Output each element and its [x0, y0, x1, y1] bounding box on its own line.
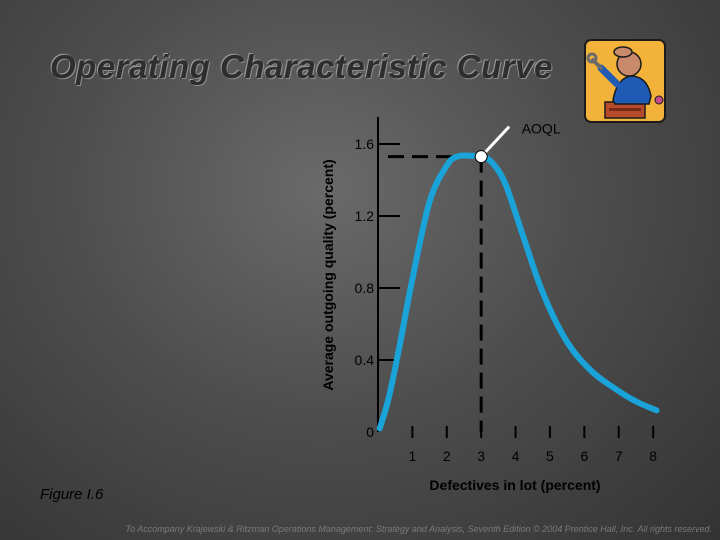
- aoq-curve: [376, 152, 660, 432]
- y-tick-label: 1.6: [355, 136, 375, 152]
- x-tick-label: 3: [477, 448, 485, 464]
- y-tick-label: 0.4: [355, 352, 375, 368]
- footer-credit: To Accompany Krajewski & Ritzman Operati…: [125, 524, 712, 534]
- x-tick-label: 7: [615, 448, 623, 464]
- aoql-leader-line: [480, 125, 511, 158]
- y-tick-label: 0.8: [355, 280, 375, 296]
- worker-with-wrench-icon: [584, 39, 666, 123]
- x-tick-label: 4: [512, 448, 520, 464]
- figure-label: Figure I.6: [40, 486, 104, 503]
- y-ticks: 0 0.4 0.8 1.2 1.6: [355, 136, 400, 440]
- aoql-marker-group: AOQL: [474, 121, 561, 164]
- x-tick-label: 2: [443, 448, 451, 464]
- aoql-guides: [388, 125, 511, 432]
- aoql-point: [474, 150, 488, 164]
- aoql-label: AOQL: [522, 121, 561, 137]
- x-tick-label: 1: [408, 448, 416, 464]
- y-tick-label: 0: [366, 424, 374, 440]
- x-tick-label: 5: [546, 448, 554, 464]
- x-ticks: 1 2 3 4 5 6 7 8: [408, 426, 657, 464]
- x-tick-label: 8: [649, 448, 657, 464]
- y-axis-title: Average outgoing quality (percent): [320, 159, 336, 390]
- x-tick-label: 6: [580, 448, 588, 464]
- y-tick-label: 1.2: [355, 208, 375, 224]
- slide-title: Operating Characteristic Curve: [50, 48, 553, 85]
- x-axis-title: Defectives in lot (percent): [429, 477, 600, 493]
